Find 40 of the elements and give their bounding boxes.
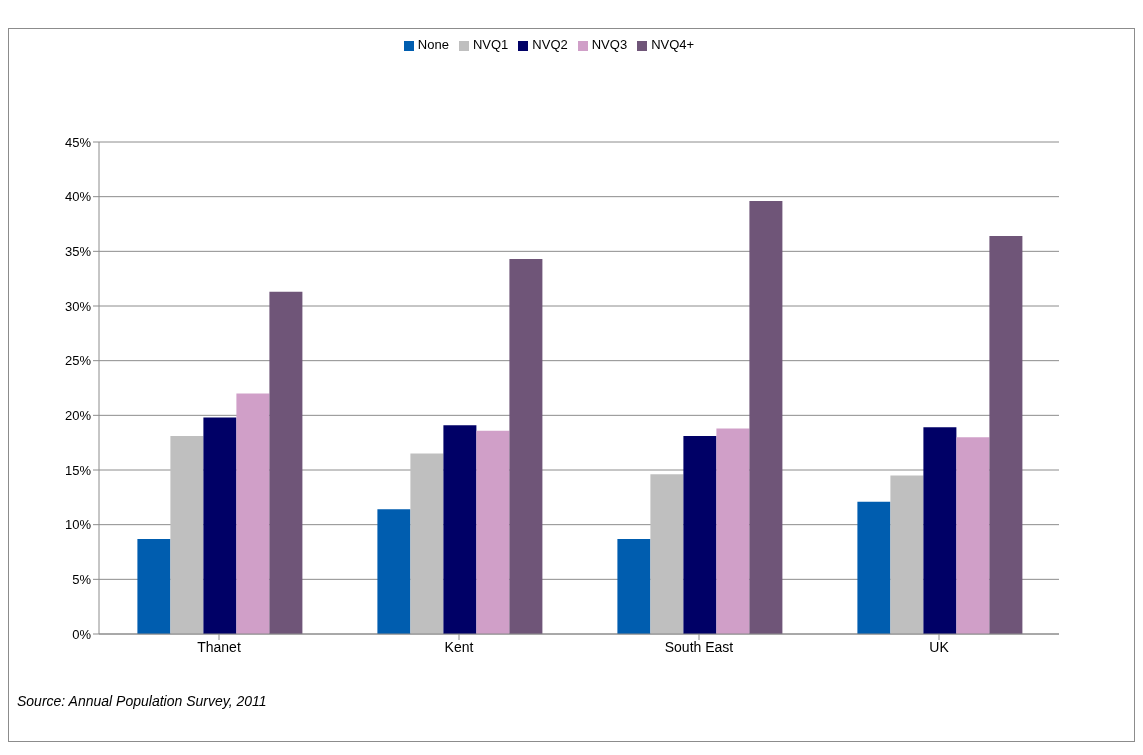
y-tick-label: 10% bbox=[64, 517, 92, 533]
bar bbox=[956, 437, 990, 634]
bar bbox=[989, 236, 1023, 634]
bar bbox=[650, 474, 684, 634]
bar bbox=[203, 417, 237, 634]
x-tick-label: Kent bbox=[444, 638, 474, 655]
bar bbox=[137, 538, 171, 634]
legend-label: NVQ2 bbox=[532, 37, 568, 52]
bar bbox=[410, 453, 444, 634]
x-tick-label: Thanet bbox=[197, 638, 241, 655]
bar bbox=[170, 436, 204, 634]
y-tick-label: 40% bbox=[64, 189, 92, 205]
legend-label: None bbox=[417, 37, 449, 52]
bar bbox=[683, 436, 717, 634]
bar bbox=[857, 501, 891, 634]
legend-label: NVQ4+ bbox=[651, 37, 695, 52]
y-tick-label: 20% bbox=[64, 407, 92, 423]
bar bbox=[476, 430, 510, 634]
bar bbox=[269, 291, 303, 634]
y-tick-label: 15% bbox=[64, 462, 92, 478]
bar bbox=[509, 258, 543, 634]
legend-label: NVQ3 bbox=[591, 37, 628, 52]
bar bbox=[890, 475, 924, 634]
source-note: Source: Annual Population Survey, 2011 bbox=[17, 693, 267, 709]
y-tick-label: 0% bbox=[72, 626, 92, 642]
y-tick-label: 30% bbox=[64, 298, 92, 314]
x-tick-label: UK bbox=[929, 638, 950, 655]
bar bbox=[617, 538, 651, 634]
bar bbox=[443, 425, 477, 634]
x-tick-label: South East bbox=[664, 638, 734, 655]
y-tick-label: 35% bbox=[64, 243, 92, 259]
bar bbox=[236, 393, 270, 634]
bar bbox=[749, 201, 783, 634]
y-tick-label: 5% bbox=[72, 571, 92, 587]
legend-label: NVQ1 bbox=[472, 37, 509, 52]
bar bbox=[716, 428, 750, 634]
y-tick-label: 25% bbox=[64, 353, 92, 369]
y-tick-label: 45% bbox=[64, 134, 92, 150]
bar bbox=[377, 509, 411, 634]
bar bbox=[923, 427, 957, 634]
